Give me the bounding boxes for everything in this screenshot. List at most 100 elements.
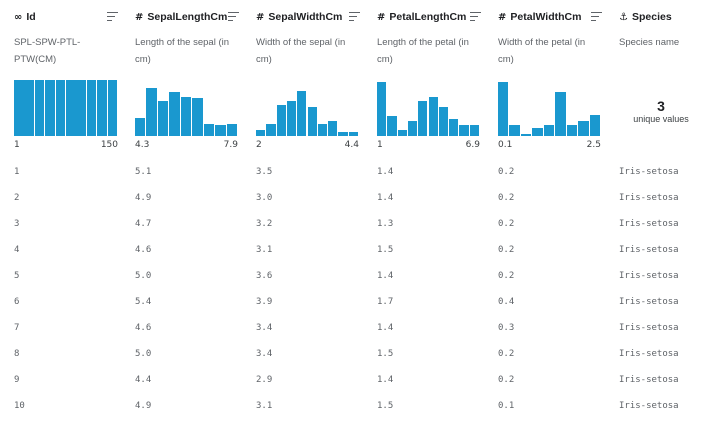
table-cell[interactable]: 1.5 — [377, 401, 394, 411]
table-cell[interactable]: 2 — [14, 193, 20, 203]
column-header[interactable]: # SepalLengthCm — [135, 9, 239, 25]
table-cell[interactable]: 0.4 — [498, 297, 515, 307]
sort-lines-icon[interactable] — [228, 12, 239, 21]
table-cell[interactable]: 0.2 — [498, 245, 515, 255]
sort-lines-icon[interactable] — [349, 12, 360, 21]
table-cell[interactable]: 3.5 — [256, 167, 273, 177]
table-cell[interactable]: 5.4 — [135, 297, 152, 307]
table-cell[interactable]: Iris-setosa — [619, 323, 679, 333]
histogram-bar[interactable] — [24, 80, 35, 136]
histogram-bar[interactable] — [328, 121, 338, 136]
histogram-bar[interactable] — [169, 92, 180, 136]
histogram-bar[interactable] — [203, 123, 215, 136]
histogram-bar[interactable] — [543, 125, 555, 136]
table-cell[interactable]: 4.9 — [135, 193, 152, 203]
table-cell[interactable]: 1.4 — [377, 375, 394, 385]
table-cell[interactable]: Iris-setosa — [619, 375, 679, 385]
table-cell[interactable]: 9 — [14, 375, 20, 385]
table-cell[interactable]: 4.7 — [135, 219, 152, 229]
table-cell[interactable]: 1.5 — [377, 245, 394, 255]
histogram-bar[interactable] — [578, 121, 589, 136]
table-cell[interactable]: 2.9 — [256, 375, 273, 385]
column-header[interactable]: # SepalWidthCm — [256, 9, 360, 25]
histogram-bar[interactable] — [377, 82, 387, 136]
histogram-bar[interactable] — [192, 98, 203, 136]
table-cell[interactable]: 0.2 — [498, 271, 515, 281]
table-cell[interactable]: 4 — [14, 245, 20, 255]
histogram-bar[interactable] — [566, 125, 578, 136]
histogram-bar[interactable] — [532, 127, 543, 136]
histogram-bar[interactable] — [66, 80, 76, 136]
histogram-bar[interactable] — [76, 80, 87, 136]
histogram-bar[interactable] — [589, 115, 600, 136]
column-header[interactable]: ⚓ Species — [619, 9, 703, 25]
table-cell[interactable]: 3.6 — [256, 271, 273, 281]
histogram-bar[interactable] — [348, 132, 358, 136]
histogram-bar[interactable] — [286, 100, 297, 136]
table-cell[interactable]: 6 — [14, 297, 20, 307]
table-cell[interactable]: Iris-setosa — [619, 271, 679, 281]
histogram-bar[interactable] — [397, 129, 407, 136]
histogram-bar[interactable] — [428, 96, 438, 136]
histogram-bar[interactable] — [498, 82, 509, 136]
histogram-bar[interactable] — [317, 123, 328, 136]
table-cell[interactable]: 0.2 — [498, 193, 515, 203]
table-cell[interactable]: 3.0 — [256, 193, 273, 203]
table-cell[interactable]: 4.9 — [135, 401, 152, 411]
table-cell[interactable]: 0.2 — [498, 349, 515, 359]
table-cell[interactable]: 1.4 — [377, 323, 394, 333]
histogram-bar[interactable] — [407, 121, 418, 136]
histogram-bar[interactable] — [555, 92, 566, 136]
table-cell[interactable]: 0.2 — [498, 219, 515, 229]
histogram-bar[interactable] — [469, 125, 479, 136]
table-cell[interactable]: 5 — [14, 271, 20, 281]
table-cell[interactable]: 5.0 — [135, 271, 152, 281]
histogram-bar[interactable] — [215, 125, 226, 136]
table-cell[interactable]: 3.4 — [256, 349, 273, 359]
table-cell[interactable]: 7 — [14, 323, 20, 333]
histogram-bar[interactable] — [97, 80, 107, 136]
table-cell[interactable]: 0.2 — [498, 167, 515, 177]
table-cell[interactable]: 5.1 — [135, 167, 152, 177]
table-cell[interactable]: 1.7 — [377, 297, 394, 307]
table-cell[interactable]: Iris-setosa — [619, 349, 679, 359]
table-cell[interactable]: 0.1 — [498, 401, 515, 411]
column-header[interactable]: # PetalWidthCm — [498, 9, 602, 25]
sort-lines-icon[interactable] — [470, 12, 481, 21]
histogram-bar[interactable] — [45, 80, 55, 136]
table-cell[interactable]: 5.0 — [135, 349, 152, 359]
table-cell[interactable]: 0.2 — [498, 375, 515, 385]
histogram-bar[interactable] — [55, 80, 66, 136]
table-cell[interactable]: 4.6 — [135, 323, 152, 333]
histogram-bar[interactable] — [107, 80, 118, 136]
table-cell[interactable]: Iris-setosa — [619, 401, 679, 411]
table-cell[interactable]: Iris-setosa — [619, 245, 679, 255]
histogram-bar[interactable] — [307, 106, 317, 136]
column-header[interactable]: # PetalLengthCm — [377, 9, 481, 25]
table-cell[interactable]: 3.1 — [256, 401, 273, 411]
table-cell[interactable]: Iris-setosa — [619, 167, 679, 177]
table-cell[interactable]: Iris-setosa — [619, 297, 679, 307]
histogram-bar[interactable] — [297, 90, 307, 136]
table-cell[interactable]: 1.4 — [377, 271, 394, 281]
histogram-bar[interactable] — [86, 80, 97, 136]
histogram-bar[interactable] — [387, 116, 397, 136]
table-cell[interactable]: 1 — [14, 167, 20, 177]
histogram-bar[interactable] — [157, 100, 169, 136]
histogram-bar[interactable] — [266, 123, 276, 136]
histogram-bar[interactable] — [509, 125, 520, 136]
histogram-bar[interactable] — [418, 100, 428, 136]
histogram-bar[interactable] — [449, 119, 459, 136]
table-cell[interactable]: 8 — [14, 349, 20, 359]
histogram-bar[interactable] — [276, 104, 286, 136]
histogram-bar[interactable] — [146, 88, 157, 136]
histogram-bar[interactable] — [459, 125, 469, 136]
column-header[interactable]: ∞ Id — [14, 9, 118, 25]
sort-lines-icon[interactable] — [591, 12, 602, 21]
histogram-bar[interactable] — [135, 117, 146, 136]
sort-lines-icon[interactable] — [107, 12, 118, 21]
table-cell[interactable]: 10 — [14, 401, 25, 411]
table-cell[interactable]: 3.1 — [256, 245, 273, 255]
table-cell[interactable]: Iris-setosa — [619, 193, 679, 203]
table-cell[interactable]: 0.3 — [498, 323, 515, 333]
